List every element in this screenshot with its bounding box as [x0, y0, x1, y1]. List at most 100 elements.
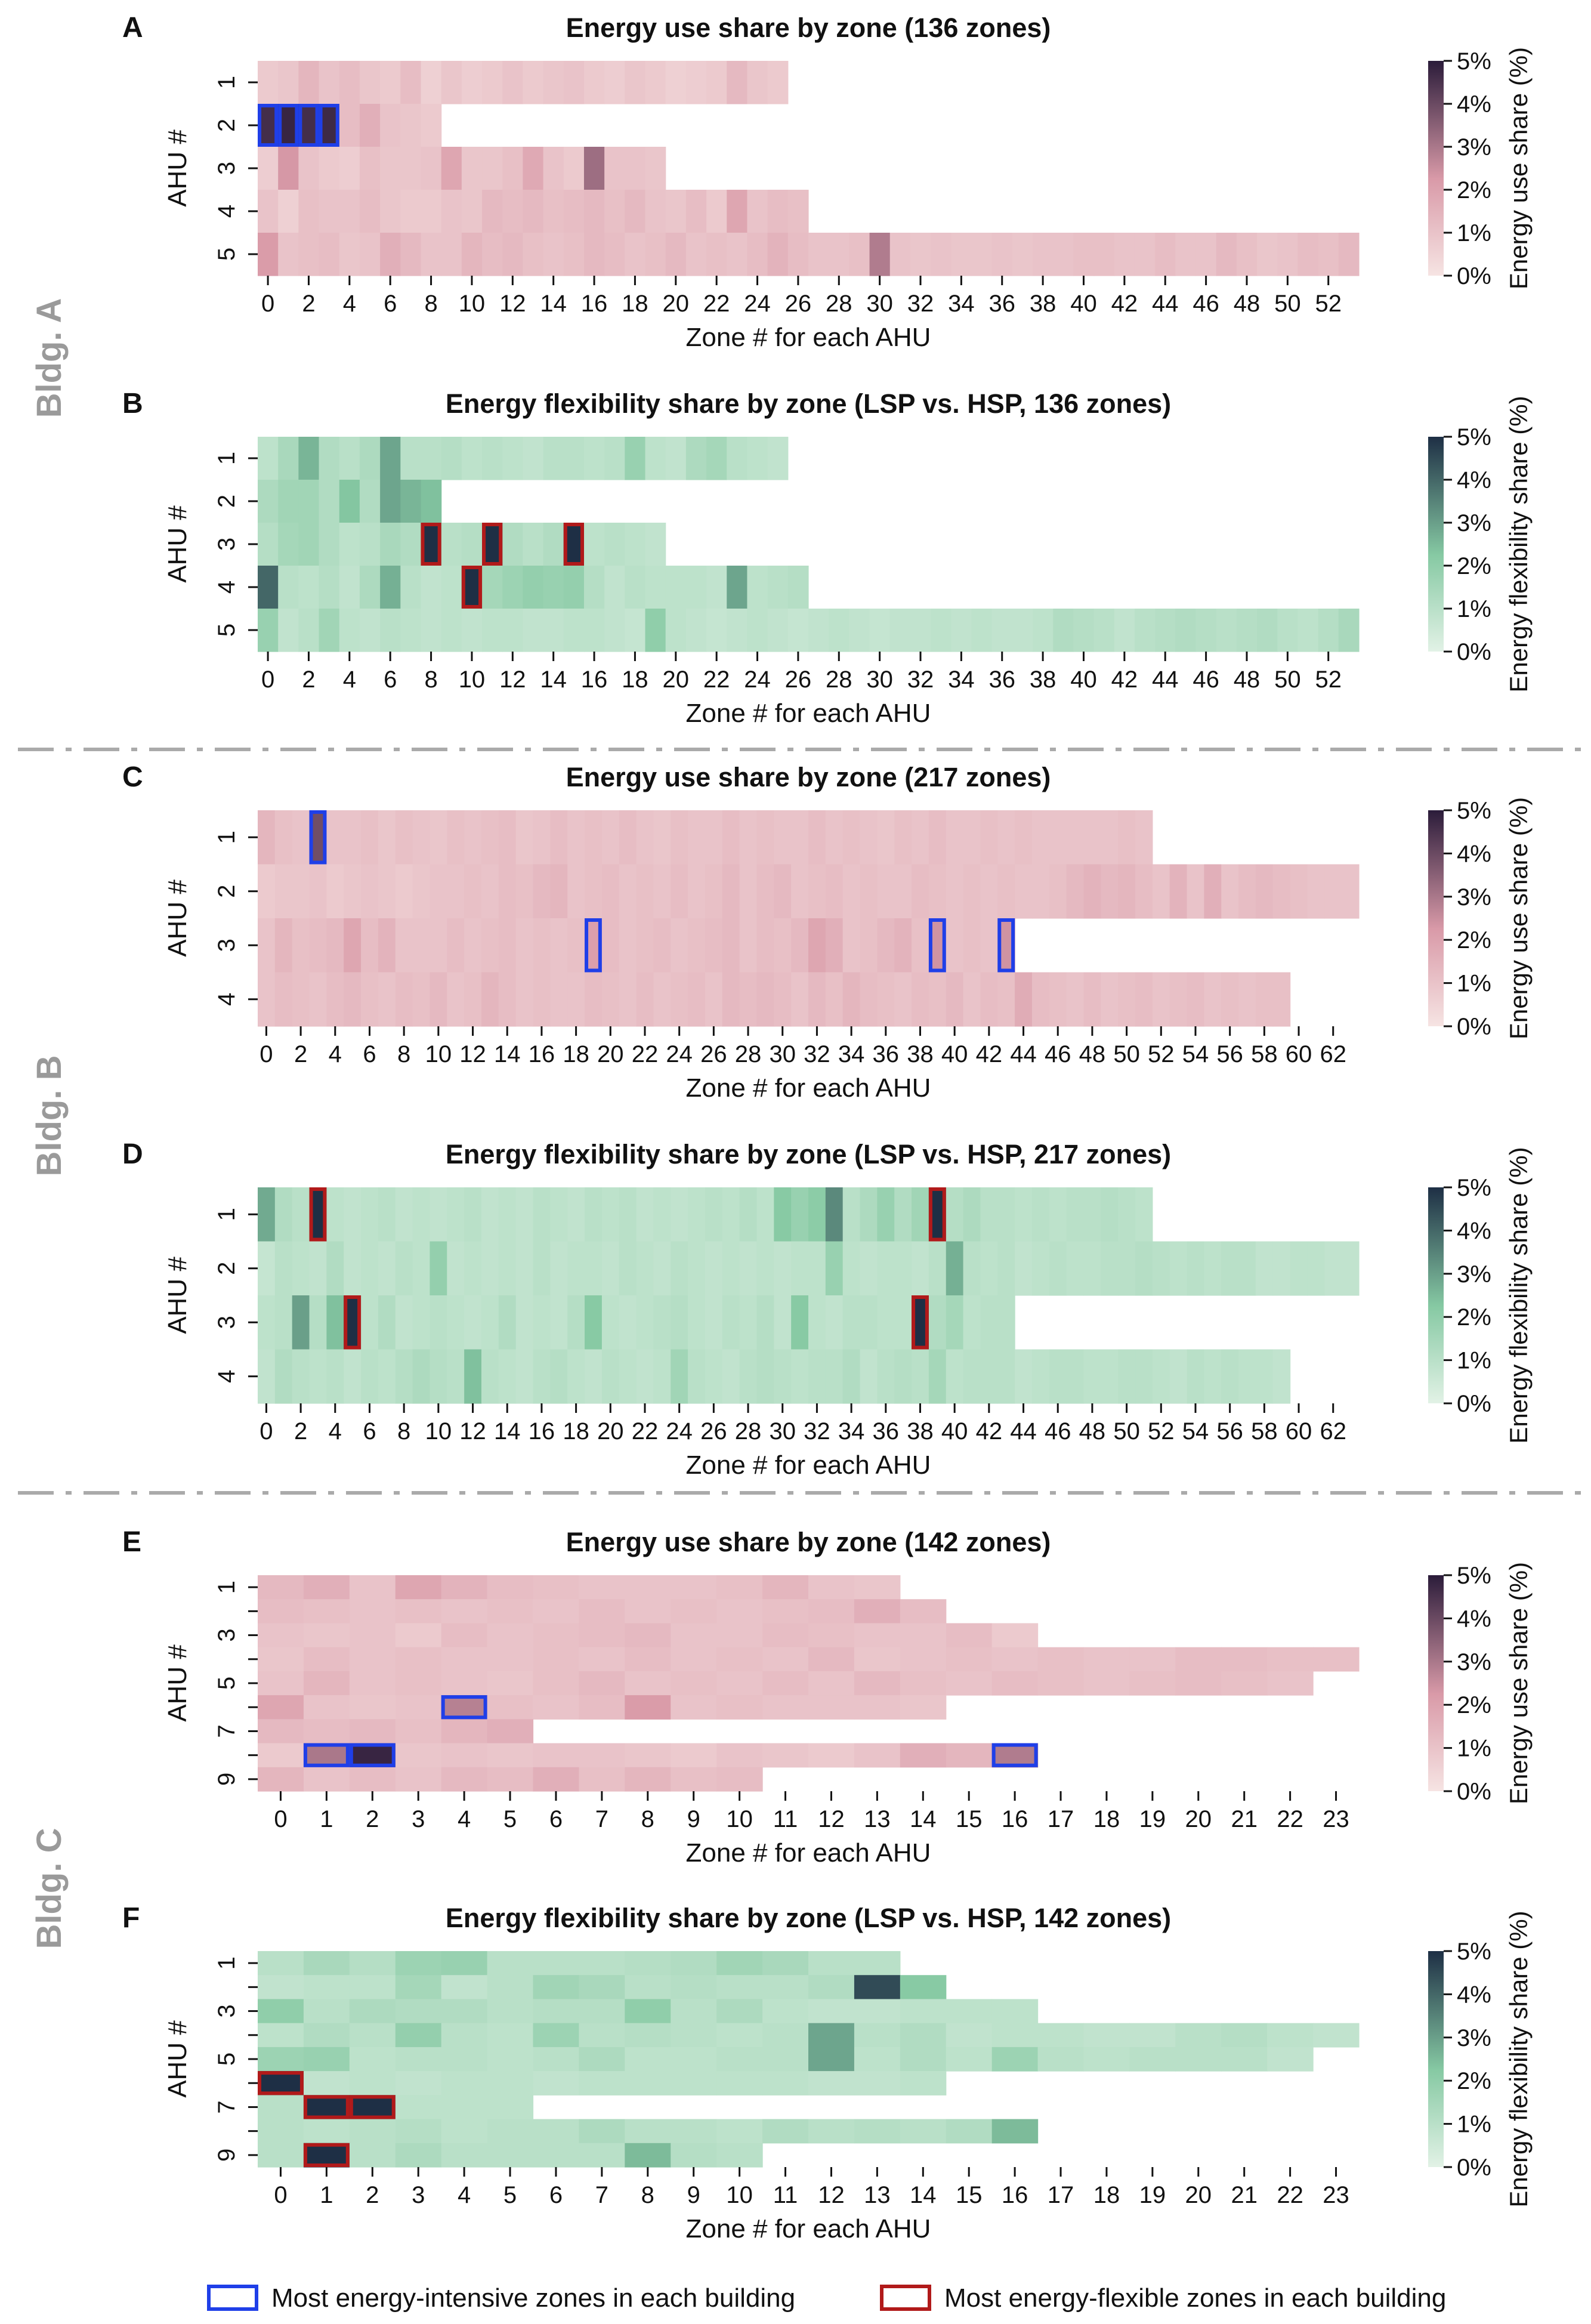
- heatmap-cell: [258, 1187, 276, 1242]
- heatmap-cell: [447, 1295, 465, 1350]
- heatmap-cell: [1031, 1349, 1050, 1404]
- heatmap-cell: [395, 810, 413, 865]
- colorbar-tick-label: 1%: [1457, 1348, 1491, 1374]
- x-tick-label: 23: [1323, 2182, 1349, 2208]
- heatmap-cell: [498, 864, 517, 919]
- x-tick-label: 24: [666, 1041, 693, 1067]
- heatmap-cells: [258, 810, 1360, 1027]
- heatmap-cell: [583, 609, 605, 652]
- x-tick-label: 54: [1182, 1041, 1209, 1067]
- heatmap-cell: [604, 566, 625, 609]
- heatmap-cell: [1083, 864, 1101, 919]
- heatmap-cell: [705, 918, 723, 973]
- heatmap-cell: [705, 1295, 723, 1350]
- x-tick-label: 56: [1216, 1041, 1243, 1067]
- heatmap-cell: [1272, 864, 1291, 919]
- heatmap-cell: [688, 810, 706, 865]
- heatmap-cell: [481, 972, 499, 1027]
- heatmap-cell: [889, 609, 911, 652]
- panel-title: Energy flexibility share by zone (LSP vs…: [446, 1903, 1171, 1933]
- x-tick-label: 48: [1079, 1041, 1106, 1067]
- x-tick-label: 8: [424, 291, 437, 317]
- heatmap-cell: [349, 1999, 396, 2024]
- heatmap-cell: [877, 1187, 895, 1242]
- x-tick-label: 12: [818, 1806, 845, 1832]
- heatmap-cell: [447, 972, 465, 1027]
- heatmap-cell: [361, 864, 379, 919]
- heatmap-cell: [653, 1295, 671, 1350]
- heatmap-cell: [946, 1671, 993, 1696]
- heatmap-cell: [808, 1647, 855, 1672]
- y-tick-label: 7: [214, 1724, 240, 1737]
- y-tick-label: 4: [214, 993, 240, 1006]
- heatmap-cell: [997, 972, 1015, 1027]
- heatmap-cell: [946, 810, 964, 865]
- heatmap-cell: [645, 61, 666, 104]
- heatmap-cell: [380, 147, 401, 190]
- heatmap-cell: [278, 437, 299, 480]
- heatmap-cell: [395, 1623, 442, 1648]
- x-tick-label: 9: [687, 1806, 700, 1832]
- heatmap-cell: [400, 609, 422, 652]
- heatmap-cell: [349, 2071, 396, 2095]
- x-tick-label: 6: [549, 2182, 563, 2208]
- heatmap-cell: [705, 810, 723, 865]
- heatmap-cell: [339, 566, 360, 609]
- x-tick-label: 12: [499, 666, 526, 693]
- heatmap-cell: [619, 1241, 637, 1296]
- heatmap-cell: [1187, 1349, 1204, 1404]
- heatmap-cell: [825, 1241, 844, 1296]
- heatmap-cell: [1066, 864, 1085, 919]
- heatmap-cell: [665, 190, 687, 233]
- heatmap-cell: [1134, 233, 1156, 276]
- heatmap-cell: [298, 233, 320, 276]
- heatmap-cell: [430, 1295, 447, 1350]
- heatmap-cell: [636, 918, 654, 973]
- colorbar-tick-label: 2%: [1457, 177, 1491, 203]
- heatmap-cell: [550, 1241, 568, 1296]
- heatmap-cell: [645, 523, 666, 566]
- heatmap-cell: [298, 190, 320, 233]
- x-tick-label: 2: [302, 291, 315, 317]
- x-tick-label: 20: [1185, 2182, 1212, 2208]
- colorbar-tick-label: 2%: [1457, 1304, 1491, 1331]
- heatmap-cell: [722, 1295, 740, 1350]
- x-tick-label: 30: [769, 1041, 796, 1067]
- y-tick-label: 2: [214, 1262, 240, 1275]
- heatmap-cell: [533, 1241, 551, 1296]
- x-tick-label: 50: [1113, 1418, 1140, 1445]
- heatmap-cell: [980, 810, 998, 865]
- heatmap-cell: [601, 864, 620, 919]
- heatmap-cell: [722, 1349, 740, 1404]
- highlight-flexible-zone: [928, 1187, 946, 1242]
- heatmap-cell: [583, 233, 605, 276]
- x-tick-label: 30: [866, 291, 893, 317]
- heatmap-cell: [625, 147, 646, 190]
- heatmap-cell: [441, 2023, 488, 2048]
- heatmap-cell: [739, 972, 758, 1027]
- heatmap-cell: [688, 1187, 706, 1242]
- heatmap-cell: [563, 437, 585, 480]
- heatmap-cell: [441, 2143, 488, 2168]
- heatmap-cell: [808, 233, 829, 276]
- heatmap-cell: [550, 864, 568, 919]
- heatmap-cell: [1015, 1187, 1033, 1242]
- heatmap-cell: [1255, 1241, 1274, 1296]
- heatmap-cell: [1015, 810, 1033, 865]
- heatmap-cell: [441, 1767, 488, 1792]
- heatmap-cell: [1015, 1241, 1033, 1296]
- x-tick-label: 10: [459, 291, 486, 317]
- heatmap-cell: [747, 437, 768, 480]
- x-tick-label: 5: [503, 1806, 517, 1832]
- heatmap-cell: [498, 1241, 517, 1296]
- heatmap-cell: [619, 1187, 637, 1242]
- colorbar-tick-label: 3%: [1457, 2025, 1491, 2051]
- heatmap-cell: [1342, 1241, 1360, 1296]
- heatmap-cell: [762, 1695, 809, 1720]
- y-tick-label: 1: [214, 452, 240, 465]
- colorbar-tick-label: 1%: [1457, 220, 1491, 246]
- heatmap-cell: [854, 2023, 901, 2048]
- heatmap-cell: [481, 1349, 499, 1404]
- heatmap-cell: [482, 61, 503, 104]
- x-axis-label: Zone # for each AHU: [686, 323, 931, 352]
